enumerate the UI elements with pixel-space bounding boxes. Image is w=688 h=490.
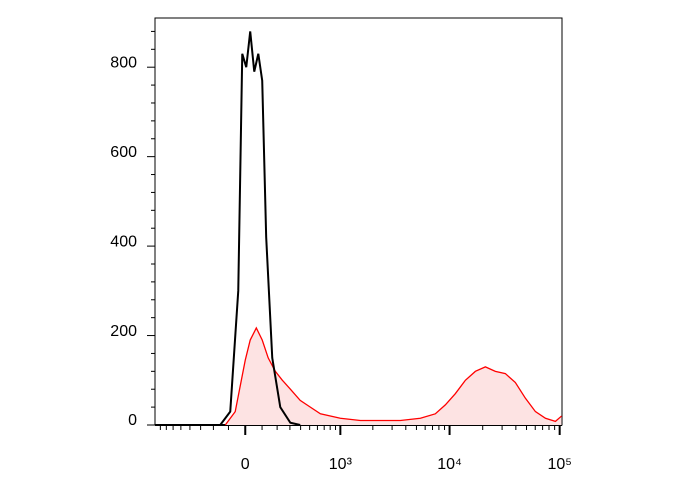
y-tick-label: 800 (110, 54, 137, 71)
x-tick-label: 10⁵ (547, 456, 571, 473)
histogram-line (224, 326, 562, 426)
x-tick-label: 10⁴ (437, 456, 462, 473)
x-tick-label: 10³ (329, 456, 353, 473)
y-tick-label: 200 (110, 323, 137, 340)
y-tick-label: 400 (110, 233, 137, 250)
x-tick-label: 0 (241, 456, 250, 473)
histogram-area (225, 327, 562, 425)
plot-frame (154, 17, 563, 426)
y-tick-label: 0 (128, 412, 137, 429)
y-tick-label: 600 (110, 144, 137, 161)
histogram-line (219, 31, 301, 426)
